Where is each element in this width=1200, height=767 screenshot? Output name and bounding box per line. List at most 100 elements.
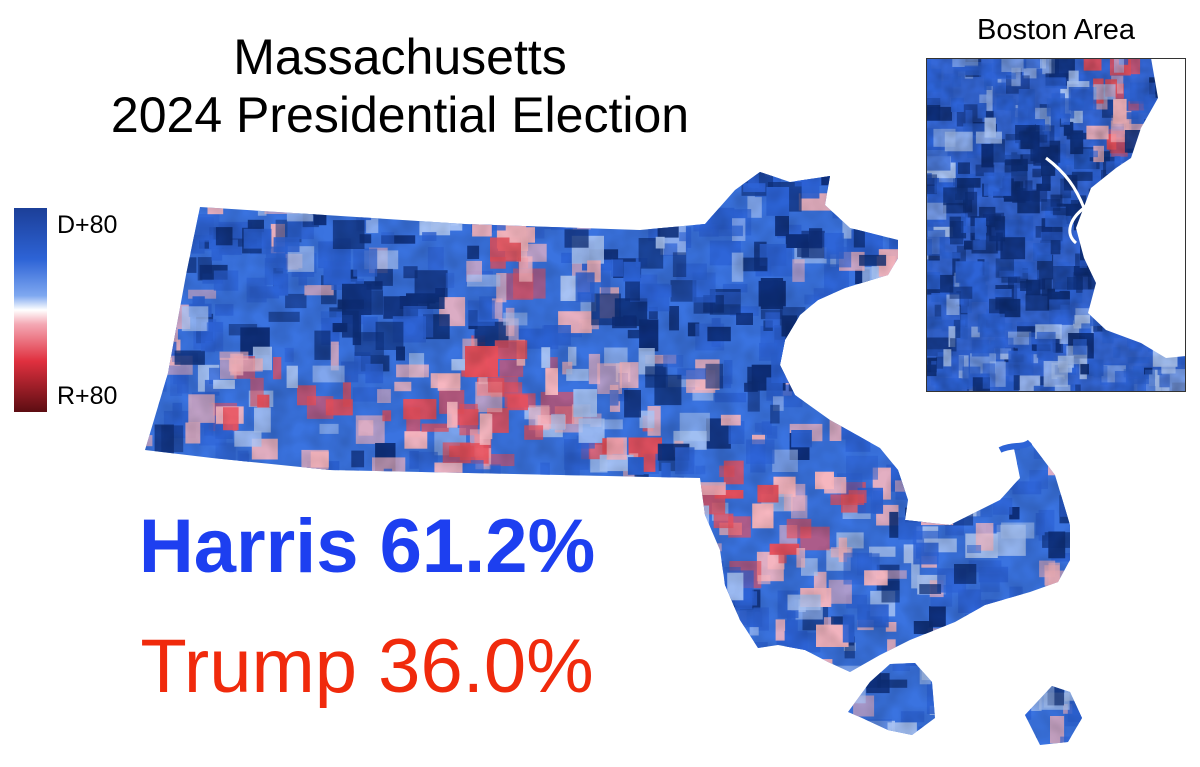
town-cell	[666, 577, 680, 596]
town-cell	[1055, 608, 1082, 640]
town-cell	[964, 451, 996, 472]
town-cell	[1014, 608, 1041, 623]
town-cell	[978, 620, 993, 652]
town-cell	[286, 481, 312, 499]
town-cell	[588, 726, 604, 740]
town-cell	[704, 172, 725, 194]
town-cell	[992, 668, 1009, 696]
town-cell	[1015, 736, 1037, 745]
town-cell	[264, 193, 298, 214]
town-cell	[987, 466, 999, 491]
town-cell	[874, 389, 903, 420]
town-cell	[145, 280, 172, 293]
town-cell	[644, 172, 658, 182]
town-cell	[450, 195, 459, 226]
town-cell	[448, 172, 471, 175]
town-cell	[765, 172, 778, 177]
cape-cod-hook	[998, 439, 1033, 453]
town-cell	[721, 180, 733, 192]
town-cell	[496, 746, 520, 760]
town-cell	[596, 210, 614, 224]
town-cell	[145, 477, 161, 494]
town-cell	[857, 205, 881, 215]
town-cell	[175, 590, 202, 603]
town-cell	[731, 701, 757, 719]
town-cell	[529, 728, 561, 738]
town-cell	[712, 561, 724, 583]
town-cell	[1047, 628, 1060, 652]
town-cell	[483, 172, 499, 173]
town-cell	[921, 507, 942, 520]
town-cell	[529, 747, 559, 759]
town-cell	[189, 749, 212, 759]
town-cell	[145, 301, 164, 314]
town-cell	[174, 204, 187, 217]
town-cell	[1022, 644, 1056, 655]
town-cell	[1060, 673, 1076, 687]
town-cell	[608, 172, 625, 183]
town-cell	[458, 711, 472, 742]
town-cell	[676, 212, 697, 222]
town-cell	[547, 721, 561, 730]
town-cell	[196, 744, 218, 745]
town-cell	[931, 743, 943, 745]
town-cell	[1044, 616, 1054, 642]
town-cell	[145, 314, 164, 326]
town-cell	[358, 491, 369, 503]
town-cell	[848, 345, 863, 361]
town-cell	[497, 741, 522, 745]
town-cell	[1099, 419, 1111, 436]
legend-top-label: D+80	[57, 211, 118, 239]
title-line-state: Massachusetts	[233, 29, 567, 85]
town-cell	[1104, 709, 1120, 729]
town-cell	[788, 343, 811, 362]
town-cell	[752, 676, 783, 706]
town-cell	[680, 693, 707, 719]
town-cell	[675, 527, 693, 543]
town-cell	[874, 395, 903, 417]
town-cell	[995, 634, 1006, 644]
town-cell	[441, 743, 463, 745]
town-cell	[625, 646, 655, 678]
town-cell	[665, 716, 679, 745]
town-cell	[1081, 689, 1082, 716]
town-cell	[1011, 630, 1026, 657]
town-cell	[259, 592, 276, 624]
town-cell	[1062, 577, 1081, 598]
town-cell	[908, 290, 925, 316]
town-cell	[276, 188, 306, 197]
town-cell	[201, 717, 220, 745]
town-cell	[313, 592, 337, 616]
town-cell	[619, 497, 652, 522]
town-cell	[903, 433, 925, 458]
town-cell	[623, 734, 650, 745]
town-cell	[858, 188, 880, 209]
town-cell	[797, 351, 808, 380]
town-cell	[1061, 643, 1082, 666]
town-cell	[1089, 694, 1118, 726]
town-cell	[866, 299, 900, 330]
town-cell	[847, 370, 860, 385]
town-cell	[572, 198, 591, 230]
town-cell	[1077, 648, 1082, 664]
town-cell	[259, 471, 286, 494]
town-cell	[658, 701, 672, 713]
town-cell	[480, 479, 507, 501]
town-cell	[926, 631, 944, 646]
town-cell	[453, 179, 473, 210]
town-cell	[921, 505, 954, 526]
town-cell	[905, 507, 927, 523]
town-cell	[926, 727, 950, 745]
town-cell	[700, 693, 723, 717]
town-cell	[924, 432, 956, 450]
town-cell	[702, 172, 714, 194]
town-cell	[578, 198, 602, 227]
town-cell	[636, 182, 657, 205]
town-cell	[1066, 464, 1081, 479]
town-cell	[485, 205, 511, 218]
town-cell	[414, 175, 432, 188]
town-cell	[850, 323, 884, 346]
town-cell	[658, 582, 674, 605]
town-cell	[1093, 562, 1114, 589]
town-cell	[861, 372, 895, 391]
